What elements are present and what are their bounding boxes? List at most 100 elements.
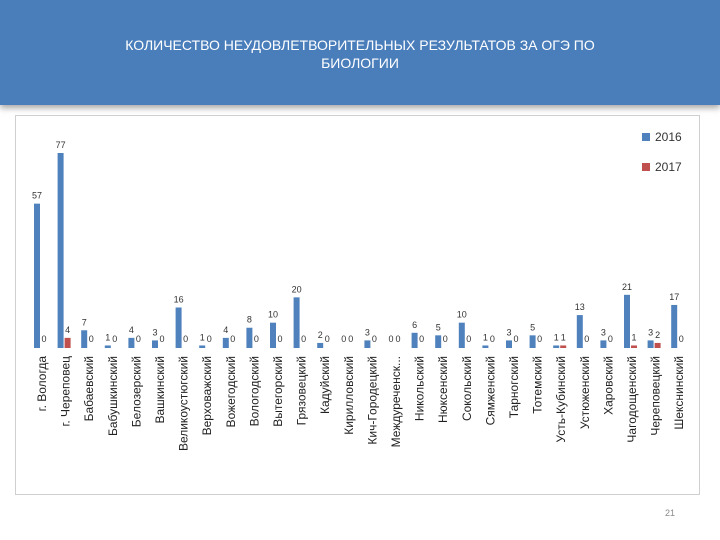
value-label-2016-27: 17	[669, 292, 679, 302]
bar-2016-9	[246, 327, 253, 348]
legend-label-2017: 2017	[655, 160, 682, 174]
category-label-11: Грязовецкий	[295, 356, 309, 425]
bar-2016-20	[506, 340, 512, 348]
value-label-2017-19: 0	[490, 334, 495, 344]
category-label-2: Бабаевский	[82, 356, 96, 421]
legend-label-2016: 2016	[655, 130, 682, 144]
value-label-2017-18: 0	[466, 334, 471, 344]
value-label-2016-19: 1	[483, 332, 488, 342]
bar-2016-8	[222, 337, 229, 348]
bar-2017-1	[64, 337, 71, 348]
value-label-2017-1: 4	[65, 325, 70, 335]
slide-title: КОЛИЧЕСТВО НЕУДОВЛЕТВОРИТЕЛЬНЫХ РЕЗУЛЬТА…	[125, 37, 595, 71]
chart-frame	[15, 115, 700, 495]
bar-2016-21	[529, 335, 536, 348]
category-label-27: Шекснинский	[672, 356, 686, 430]
value-label-2016-5: 3	[152, 327, 157, 337]
category-label-4: Белозерский	[129, 356, 143, 427]
value-label-2016-18: 10	[457, 310, 467, 320]
bar-2017-25	[631, 345, 637, 348]
bar-2016-4	[128, 337, 135, 348]
category-label-15: Междуреченск...	[389, 356, 403, 447]
bar-2016-26	[647, 340, 654, 348]
value-label-2017-27: 0	[679, 334, 684, 344]
value-label-2017-6: 0	[183, 334, 188, 344]
value-label-2016-16: 6	[412, 320, 417, 330]
value-label-2017-24: 0	[608, 334, 613, 344]
legend-swatch-2016	[642, 133, 650, 141]
bar-2016-1	[57, 153, 64, 348]
value-label-2016-24: 3	[601, 327, 606, 337]
category-label-10: Вытегорский	[271, 356, 285, 427]
value-label-2016-9: 8	[247, 315, 252, 325]
category-label-14: Кич-Городецкий	[365, 356, 379, 445]
category-label-3: Бабушкинский	[106, 356, 120, 436]
bar-2017-22	[560, 345, 567, 348]
value-label-2016-22: 1	[554, 332, 559, 342]
page-number: 21	[664, 508, 675, 518]
bar-2016-10	[270, 322, 276, 348]
value-label-2016-25: 21	[622, 282, 632, 292]
category-label-0: г. Вологда	[35, 356, 49, 412]
category-label-8: Вожегодский	[224, 356, 238, 427]
bar-2016-14	[364, 340, 371, 348]
value-label-2017-14: 0	[372, 334, 377, 344]
value-label-2017-21: 0	[537, 334, 542, 344]
bar-2016-22	[553, 345, 560, 348]
value-label-2017-3: 0	[112, 334, 117, 344]
value-label-2017-20: 0	[513, 334, 518, 344]
value-label-2017-12: 0	[325, 334, 330, 344]
bar-2016-24	[600, 340, 607, 348]
value-label-2016-2: 7	[82, 317, 87, 327]
value-label-2017-9: 0	[254, 334, 259, 344]
value-label-2017-10: 0	[277, 334, 282, 344]
value-label-2017-4: 0	[136, 334, 141, 344]
category-label-21: Тотемский	[531, 356, 545, 414]
bar-2016-6	[175, 307, 182, 348]
bar-2017-26	[654, 342, 661, 348]
value-label-2016-13: 0	[341, 334, 346, 344]
category-label-18: Сокольский	[460, 356, 474, 421]
category-label-25: Чагодощенский	[625, 356, 639, 443]
value-label-2016-1: 77	[56, 140, 66, 150]
bar-2016-3	[104, 345, 111, 348]
value-label-2016-23: 13	[575, 302, 585, 312]
value-label-2017-16: 0	[419, 334, 424, 344]
category-label-13: Кирилловский	[342, 356, 356, 435]
value-label-2016-4: 4	[129, 325, 134, 335]
category-label-5: Вашкинский	[153, 356, 167, 424]
value-label-2016-10: 10	[268, 310, 278, 320]
bar-2016-25	[624, 294, 630, 348]
value-label-2016-26: 3	[648, 327, 653, 337]
category-label-20: Тарногский	[507, 356, 521, 418]
value-label-2017-17: 0	[443, 334, 448, 344]
value-label-2017-23: 0	[584, 334, 589, 344]
bar-2016-0	[34, 203, 40, 348]
category-label-12: Кадуйский	[318, 356, 332, 414]
bar-2016-11	[293, 297, 300, 348]
category-labels-group: г. Вологда г. Череповец Бабаевский Бабушкин…	[35, 356, 686, 451]
category-label-1: г. Череповец	[59, 356, 73, 427]
bar-2016-12	[317, 342, 324, 348]
category-label-19: Сямженский	[483, 356, 497, 425]
value-label-2016-15: 0	[388, 334, 393, 344]
category-label-22: Усть-Кубинский	[554, 356, 568, 443]
bar-2016-7	[199, 345, 206, 348]
value-label-2016-3: 1	[105, 332, 110, 342]
category-label-23: Устюженский	[578, 356, 592, 429]
legend: 2016 2017	[642, 130, 682, 174]
value-label-2016-14: 3	[365, 327, 370, 337]
value-label-2017-8: 0	[230, 334, 235, 344]
bars-group	[34, 153, 678, 348]
value-label-2017-15: 0	[395, 334, 400, 344]
value-label-2016-11: 20	[292, 284, 302, 294]
value-label-2016-7: 1	[200, 332, 205, 342]
value-label-2017-26: 2	[655, 330, 660, 340]
category-label-7: Верховажский	[200, 356, 214, 435]
category-label-17: Нюксенский	[436, 356, 450, 423]
value-label-2016-17: 5	[436, 322, 441, 332]
value-label-2017-5: 0	[159, 334, 164, 344]
value-label-2017-0: 0	[41, 334, 46, 344]
